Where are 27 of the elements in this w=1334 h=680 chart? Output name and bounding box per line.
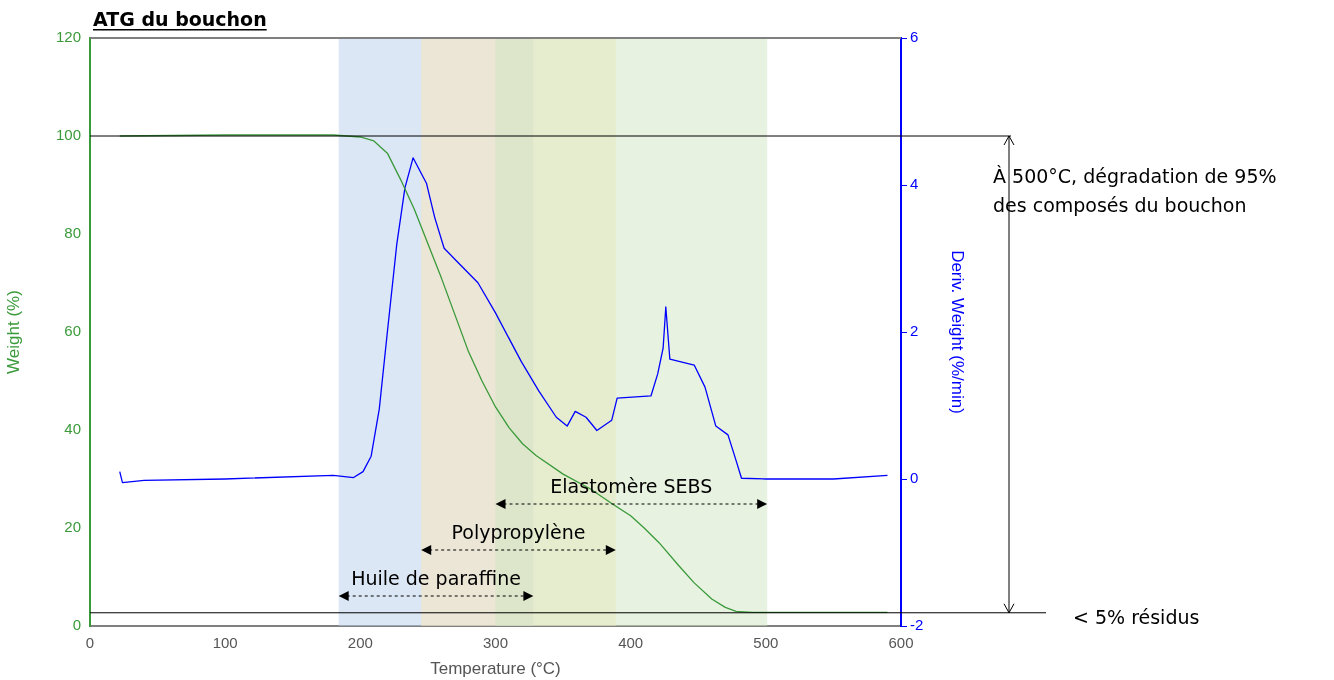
y-tick-label: 120 [55, 28, 81, 46]
y-tick-label: 20 [64, 518, 81, 536]
text: À 500°C, dégradation de 95% des composés du bouchon [993, 164, 1277, 216]
y2-tick-label: 0 [910, 469, 919, 487]
y2-axis-title: Deriv. Weight (%/min) [948, 250, 968, 414]
y2-tick-label: -2 [910, 616, 924, 634]
y-tick-label: 80 [64, 224, 81, 242]
y2-tick-label: 6 [910, 28, 919, 46]
y-tick-label: 100 [55, 126, 81, 144]
y-axis-title: Weight (%) [3, 290, 23, 374]
y2-tick-label: 4 [910, 175, 919, 193]
x-tick-label: 600 [888, 634, 914, 652]
chart-title: ATG du bouchon [93, 8, 267, 30]
x-axis-title: Temperature (°C) [430, 659, 561, 679]
x-tick-label: 300 [482, 634, 509, 652]
y2-tick-label: 2 [910, 322, 919, 340]
x-tick-label: 200 [347, 634, 373, 652]
y-tick-label: 60 [64, 322, 81, 340]
band-label: Polypropylène [451, 521, 586, 544]
y-tick-label: 40 [64, 420, 81, 438]
x-tick-label: 500 [753, 634, 779, 652]
x-tick-label: 100 [212, 634, 238, 652]
band-label: Huile de paraffine [351, 567, 521, 590]
text: < 5% résidus [1073, 605, 1200, 628]
y-tick-label: 0 [72, 616, 81, 634]
x-tick-label: 400 [618, 634, 644, 652]
x-tick-label: 0 [85, 634, 95, 652]
